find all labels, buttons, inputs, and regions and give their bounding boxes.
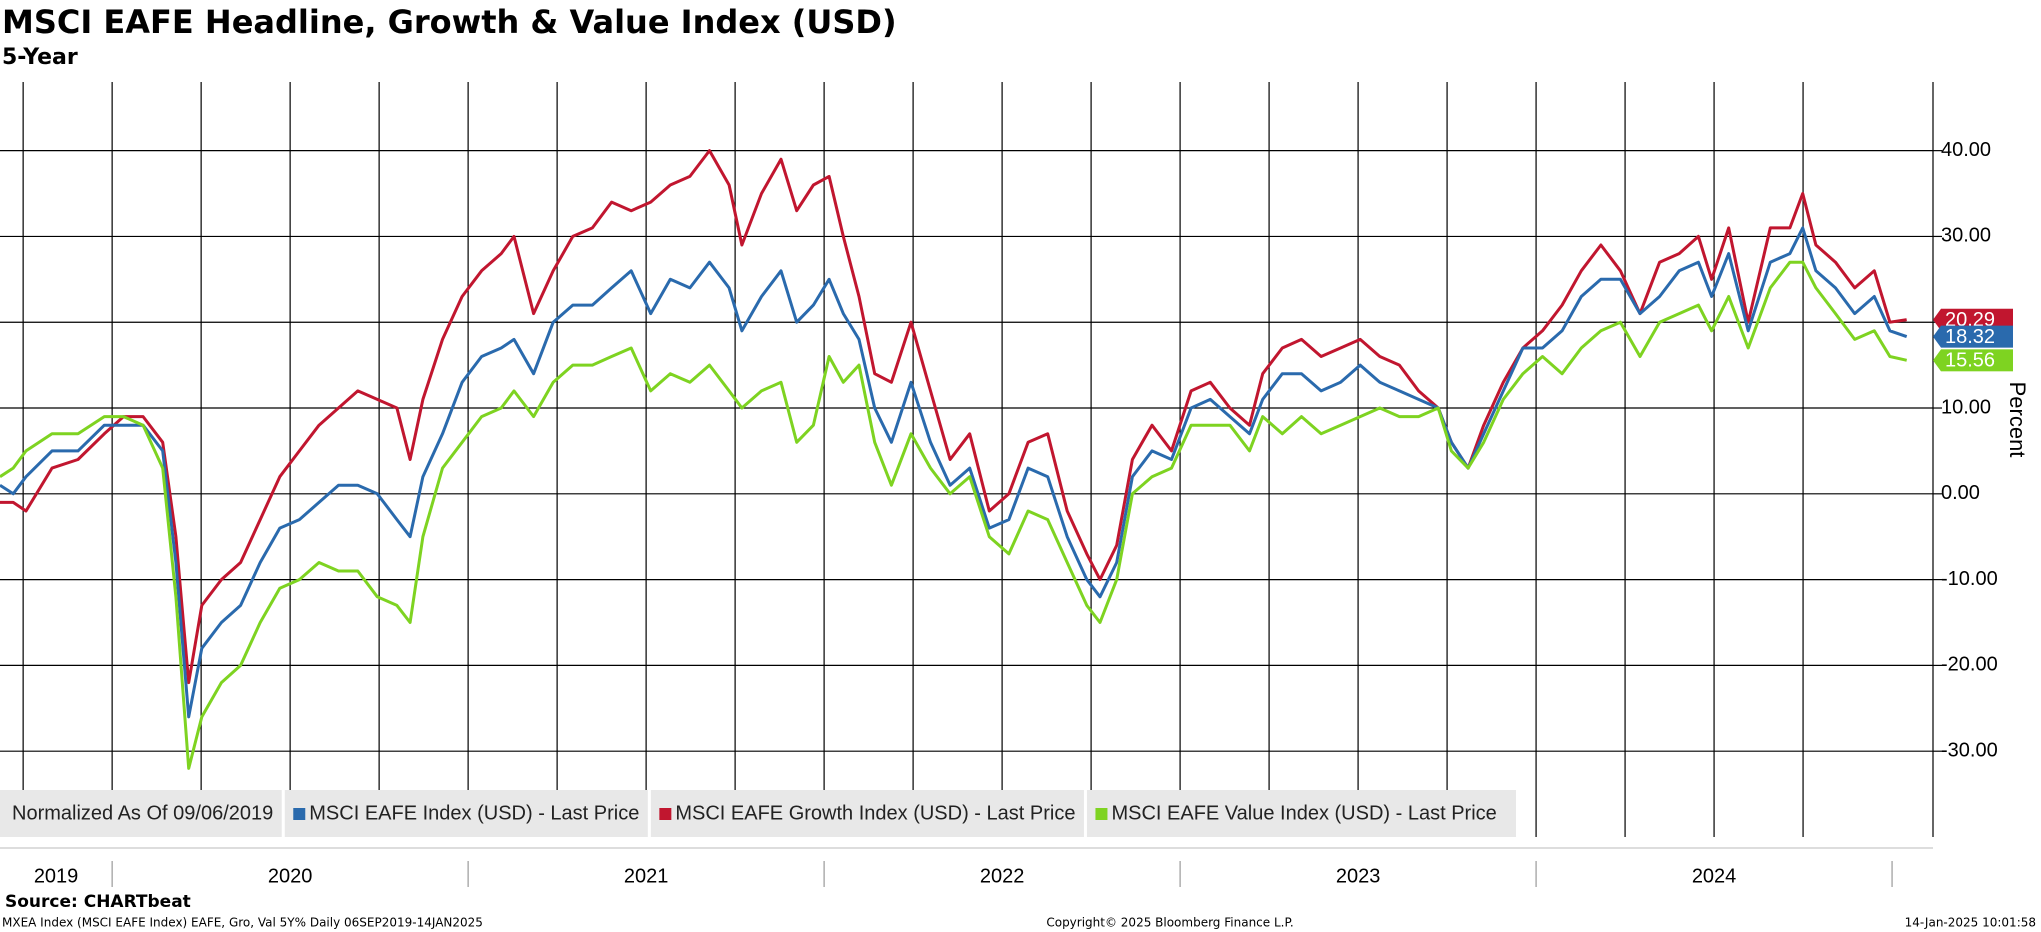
- legend-label: MSCI EAFE Growth Index (USD) - Last Pric…: [675, 802, 1075, 824]
- series-line: [0, 149, 1907, 685]
- x-tick-label: 2023: [1336, 865, 1381, 887]
- footer-center: Copyright© 2025 Bloomberg Finance L.P.: [1046, 916, 1293, 930]
- last-value-label: 20.29: [1945, 309, 1995, 331]
- last-value-label: 15.56: [1945, 350, 1995, 372]
- last-value-tag: [1941, 325, 2013, 348]
- last-value-pointer: [1933, 325, 1941, 348]
- source: Source: CHARTbeat: [5, 892, 191, 912]
- y-tick-label: 10.00: [1941, 396, 1991, 418]
- footer-right: 14-Jan-2025 10:01:58: [1905, 916, 2036, 930]
- series-line: [0, 226, 1908, 719]
- legend-swatch: [1095, 808, 1108, 820]
- y-tick-label: 0.00: [1941, 482, 1980, 504]
- y-tick-label: -10.00: [1941, 568, 1998, 590]
- legend-label: MSCI EAFE Index (USD) - Last Price: [309, 802, 639, 824]
- last-value-pointer: [1933, 349, 1941, 372]
- legend-swatch: [293, 808, 306, 820]
- footer-left: MXEA Index (MSCI EAFE Index) EAFE, Gro, …: [2, 916, 483, 930]
- x-tick-label: 2022: [980, 865, 1025, 887]
- y-axis-label: Percent: [2005, 382, 2030, 458]
- chart-title: MSCI EAFE Headline, Growth & Value Index…: [2, 3, 897, 41]
- x-tick-label: 2024: [1692, 865, 1737, 887]
- last-value-pointer: [1933, 308, 1941, 331]
- legend-swatch: [659, 808, 672, 820]
- chart-subtitle: 5-Year: [2, 45, 78, 70]
- y-tick-label: 30.00: [1941, 225, 1991, 247]
- legend-label: MSCI EAFE Value Index (USD) - Last Price: [1111, 802, 1496, 824]
- last-value-tag: [1941, 349, 2013, 372]
- x-tick-label: 2021: [624, 865, 669, 887]
- x-tick-label: 2020: [268, 865, 313, 887]
- legend-background: [0, 790, 1516, 837]
- x-tick-label: 2019: [34, 865, 79, 887]
- last-value-tag: [1941, 308, 2013, 331]
- y-tick-label: 40.00: [1941, 139, 1991, 161]
- y-tick-label: -30.00: [1941, 739, 1998, 761]
- y-tick-label: -20.00: [1941, 654, 1998, 676]
- legend: Normalized As Of 09/06/2019 MSCI EAFE Ind…: [0, 790, 1516, 837]
- series-line: [0, 260, 1908, 770]
- legend-note: Normalized As Of 09/06/2019: [12, 802, 273, 824]
- last-value-label: 18.32: [1945, 326, 1995, 348]
